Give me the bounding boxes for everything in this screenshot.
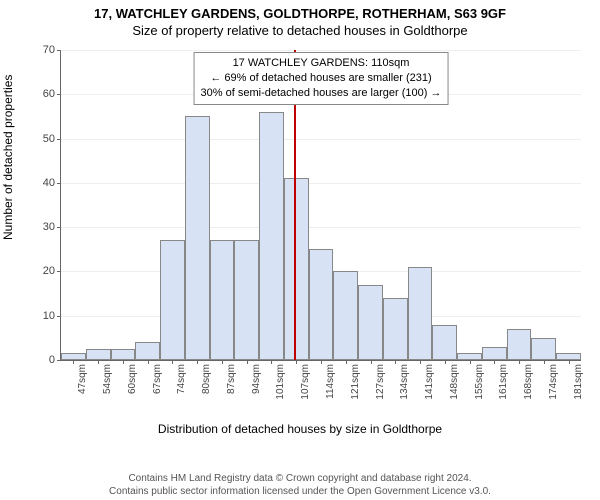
- xtick-label: 101sqm: [275, 364, 286, 400]
- histogram-bar: [358, 285, 383, 360]
- xtick-label: 94sqm: [251, 364, 262, 394]
- xtick-mark: [222, 360, 223, 364]
- histogram-bar: [457, 353, 482, 360]
- grid-line: [61, 50, 581, 51]
- xtick-mark: [371, 360, 372, 364]
- xtick-mark: [470, 360, 471, 364]
- xtick-mark: [197, 360, 198, 364]
- xtick-label: 174sqm: [548, 364, 559, 400]
- xtick-label: 87sqm: [226, 364, 237, 394]
- histogram-bar: [482, 347, 507, 360]
- histogram-bar: [383, 298, 408, 360]
- histogram-bar: [408, 267, 433, 360]
- histogram-bar: [61, 353, 86, 360]
- xtick-mark: [172, 360, 173, 364]
- histogram-bar: [309, 249, 334, 360]
- xtick-label: 148sqm: [449, 364, 460, 400]
- xtick-mark: [73, 360, 74, 364]
- ytick-label: 20: [43, 265, 61, 277]
- xtick-label: 114sqm: [325, 364, 336, 399]
- histogram-chart: Number of detached properties 0102030405…: [0, 40, 600, 440]
- xtick-label: 181sqm: [573, 364, 584, 400]
- footer-line2: Contains public sector information licen…: [0, 486, 600, 499]
- xtick-label: 155sqm: [474, 364, 485, 400]
- xtick-label: 67sqm: [152, 364, 163, 394]
- grid-line: [61, 227, 581, 228]
- xtick-mark: [395, 360, 396, 364]
- footer-line1: Contains HM Land Registry data © Crown c…: [0, 473, 600, 486]
- histogram-bar: [556, 353, 581, 360]
- xtick-mark: [544, 360, 545, 364]
- grid-line: [61, 139, 581, 140]
- xtick-label: 168sqm: [523, 364, 534, 400]
- xtick-mark: [296, 360, 297, 364]
- xtick-mark: [247, 360, 248, 364]
- grid-line: [61, 183, 581, 184]
- histogram-bar: [135, 342, 160, 360]
- xtick-label: 161sqm: [498, 364, 509, 400]
- x-axis-label: Distribution of detached houses by size …: [0, 422, 600, 436]
- page-subtitle: Size of property relative to detached ho…: [0, 21, 600, 38]
- xtick-label: 60sqm: [127, 364, 138, 394]
- xtick-label: 134sqm: [399, 364, 410, 400]
- xtick-label: 54sqm: [102, 364, 113, 394]
- ytick-label: 70: [43, 44, 61, 56]
- histogram-bar: [86, 349, 111, 360]
- xtick-mark: [420, 360, 421, 364]
- footer-attribution: Contains HM Land Registry data © Crown c…: [0, 473, 600, 498]
- histogram-bar: [333, 271, 358, 360]
- histogram-bar: [284, 178, 309, 360]
- ytick-label: 0: [49, 354, 61, 366]
- xtick-mark: [346, 360, 347, 364]
- xtick-mark: [98, 360, 99, 364]
- xtick-label: 127sqm: [375, 364, 386, 400]
- page-title-address: 17, WATCHLEY GARDENS, GOLDTHORPE, ROTHER…: [0, 0, 600, 21]
- xtick-mark: [123, 360, 124, 364]
- annotation-line2: ← 69% of detached houses are smaller (23…: [201, 71, 442, 86]
- ytick-label: 60: [43, 88, 61, 100]
- histogram-bar: [531, 338, 556, 360]
- xtick-label: 141sqm: [424, 364, 435, 400]
- histogram-bar: [432, 325, 457, 360]
- histogram-bar: [185, 116, 210, 360]
- y-axis-label: Number of detached properties: [1, 75, 15, 240]
- xtick-mark: [569, 360, 570, 364]
- xtick-label: 47sqm: [77, 364, 88, 394]
- ytick-label: 30: [43, 221, 61, 233]
- histogram-bar: [111, 349, 136, 360]
- ytick-label: 10: [43, 310, 61, 322]
- histogram-bar: [210, 240, 235, 360]
- xtick-mark: [445, 360, 446, 364]
- histogram-bar: [234, 240, 259, 360]
- xtick-label: 74sqm: [176, 364, 187, 394]
- xtick-label: 107sqm: [300, 364, 311, 400]
- xtick-mark: [148, 360, 149, 364]
- histogram-bar: [160, 240, 185, 360]
- histogram-bar: [259, 112, 284, 360]
- xtick-mark: [519, 360, 520, 364]
- xtick-mark: [494, 360, 495, 364]
- ytick-label: 40: [43, 177, 61, 189]
- plot-area: 01020304050607047sqm54sqm60sqm67sqm74sqm…: [60, 50, 581, 361]
- xtick-mark: [321, 360, 322, 364]
- annotation-box: 17 WATCHLEY GARDENS: 110sqm ← 69% of det…: [194, 52, 449, 105]
- xtick-mark: [271, 360, 272, 364]
- annotation-line1: 17 WATCHLEY GARDENS: 110sqm: [201, 56, 442, 71]
- annotation-line3: 30% of semi-detached houses are larger (…: [201, 86, 442, 101]
- xtick-label: 80sqm: [201, 364, 212, 394]
- ytick-label: 50: [43, 133, 61, 145]
- xtick-label: 121sqm: [350, 364, 361, 400]
- histogram-bar: [507, 329, 532, 360]
